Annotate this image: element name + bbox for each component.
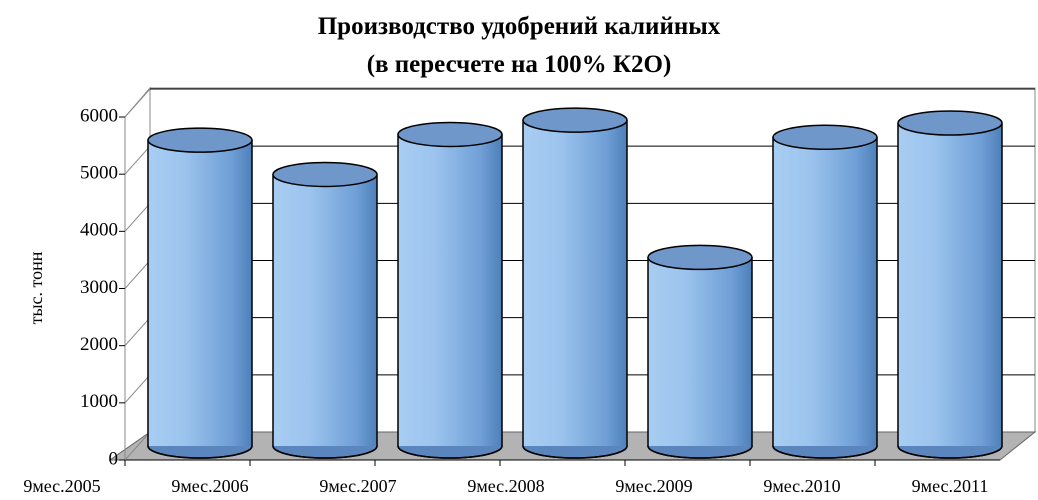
y-tick-label: 1000 (80, 391, 118, 412)
bar-bottom-edge (647, 445, 753, 459)
y-tick-label: 0 (109, 448, 119, 469)
bar-top (397, 121, 503, 148)
bar (398, 134, 502, 447)
x-tick-label: 9мес.2006 (171, 476, 248, 496)
bar (773, 137, 877, 447)
y-tick-label: 3000 (80, 277, 118, 298)
bar-top (897, 110, 1003, 136)
bar-bottom-edge (772, 445, 878, 459)
grid-line (124, 317, 151, 346)
chart-subtitle: (в пересчете на 100% К2О) (367, 51, 672, 78)
bar (523, 120, 627, 447)
x-tick-label: 9мес.2008 (467, 476, 544, 496)
bar-bottom-edge (522, 445, 628, 459)
bar-top (147, 127, 253, 153)
grid-line (124, 145, 151, 175)
bar-top (522, 107, 628, 133)
grid-line (124, 88, 151, 118)
bar (898, 123, 1002, 446)
bar (148, 140, 252, 447)
y-tick-label: 5000 (80, 163, 118, 184)
grid-line (124, 203, 151, 232)
bar-bottom-edge (897, 445, 1003, 459)
bar-top (772, 124, 878, 151)
grid-line (124, 260, 151, 289)
x-tick-label: 9мес.2010 (763, 476, 840, 496)
x-tick-label: 9мес.2011 (912, 476, 989, 496)
bar-bottom-edge (147, 445, 253, 459)
y-axis-label: тыс. тонн (26, 251, 46, 324)
bar-top (272, 161, 378, 188)
bar-bottom-edge (397, 445, 503, 459)
bar (648, 257, 752, 446)
x-tick-label: 9мес.2007 (319, 476, 396, 496)
chart-title: Производство удобрений калийных (318, 13, 721, 40)
bar-bottom-edge (272, 445, 378, 459)
y-tick-label: 4000 (80, 220, 118, 241)
grid-line (124, 374, 151, 404)
bar (273, 174, 377, 447)
bar-top (647, 244, 753, 271)
y-tick-label: 2000 (80, 334, 118, 355)
y-tick-label: 6000 (80, 105, 118, 126)
x-tick-label: 9мес.2009 (615, 476, 692, 496)
x-tick-label: 9мес.2005 (23, 476, 100, 496)
